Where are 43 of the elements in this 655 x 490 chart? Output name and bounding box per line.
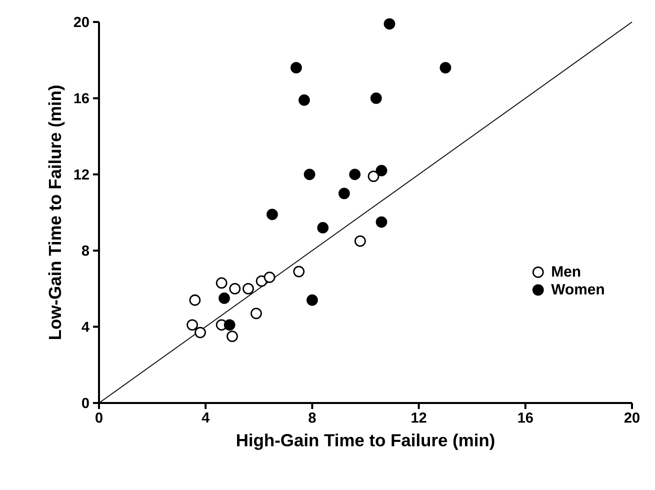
y-tick-label: 20 [74,16,89,28]
point [349,168,361,180]
point [384,18,396,30]
point [440,62,452,74]
point [370,92,382,104]
point [338,188,350,200]
x-axis-title: High-Gain Time to Failure (min) [237,434,494,450]
point [306,294,318,306]
x-tick-label: 4 [202,412,210,422]
point [218,292,230,304]
point [266,208,278,220]
point [216,277,228,289]
point [304,168,316,180]
point [298,94,310,106]
y-axis-title: Low-Gain Time to Failure (min) [48,86,65,340]
point [368,170,380,182]
point [186,319,198,331]
point [376,216,388,228]
point [317,222,329,234]
y-tick-label: 4 [82,322,90,332]
y-tick-label: 16 [74,93,89,104]
point [189,294,201,306]
point [242,283,254,294]
legend-label: Women [551,284,604,294]
x-tick-label: 8 [308,412,316,423]
legend-label: Men [552,266,580,277]
x-tick-label: 0 [96,412,102,423]
point [250,308,262,320]
point [264,272,276,283]
point [194,326,206,338]
point [226,330,238,342]
point [293,266,305,278]
point [224,319,236,331]
y-tick-label: 8 [82,245,90,256]
point [229,283,241,294]
x-tick-label: 20 [624,412,640,423]
x-tick-label: 16 [518,412,533,423]
y-tick-label: 0 [82,398,89,408]
y-tick-label: 12 [74,169,89,180]
x-tick-label: 12 [412,412,426,423]
point [376,164,388,176]
point [290,62,302,74]
point [354,235,366,247]
